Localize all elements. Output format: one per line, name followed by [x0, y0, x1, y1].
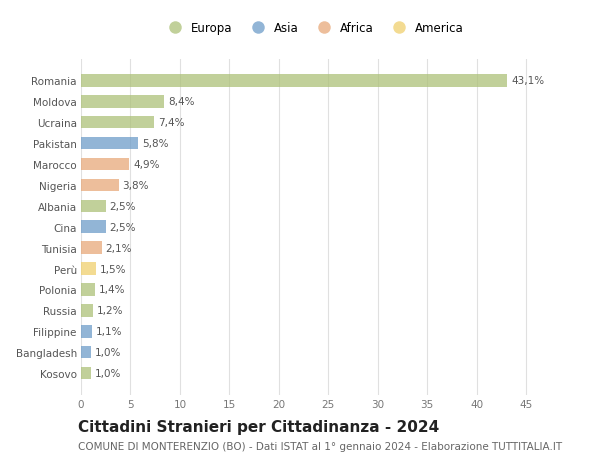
- Bar: [81, 221, 106, 234]
- Text: 2,1%: 2,1%: [106, 243, 132, 253]
- Text: 1,0%: 1,0%: [95, 347, 121, 358]
- Bar: [81, 200, 106, 213]
- Text: 5,8%: 5,8%: [142, 139, 169, 149]
- Bar: [81, 304, 93, 317]
- Bar: [81, 346, 91, 358]
- Bar: [81, 242, 102, 254]
- Text: 1,2%: 1,2%: [97, 306, 124, 316]
- Bar: [81, 263, 96, 275]
- Text: 1,1%: 1,1%: [96, 326, 122, 336]
- Bar: [81, 96, 164, 108]
- Text: 43,1%: 43,1%: [511, 76, 544, 86]
- Text: 1,4%: 1,4%: [99, 285, 125, 295]
- Bar: [81, 75, 508, 87]
- Text: Cittadini Stranieri per Cittadinanza - 2024: Cittadini Stranieri per Cittadinanza - 2…: [78, 419, 439, 434]
- Text: 7,4%: 7,4%: [158, 118, 185, 128]
- Bar: [81, 158, 130, 171]
- Text: 2,5%: 2,5%: [110, 202, 136, 211]
- Text: 2,5%: 2,5%: [110, 222, 136, 232]
- Bar: [81, 117, 154, 129]
- Bar: [81, 325, 92, 338]
- Text: 8,4%: 8,4%: [168, 97, 194, 107]
- Bar: [81, 367, 91, 380]
- Text: 1,0%: 1,0%: [95, 368, 121, 378]
- Bar: [81, 284, 95, 296]
- Bar: [81, 179, 119, 192]
- Text: 1,5%: 1,5%: [100, 264, 126, 274]
- Bar: [81, 138, 139, 150]
- Text: 4,9%: 4,9%: [133, 160, 160, 170]
- Text: 3,8%: 3,8%: [122, 180, 149, 190]
- Text: COMUNE DI MONTERENZIO (BO) - Dati ISTAT al 1° gennaio 2024 - Elaborazione TUTTIT: COMUNE DI MONTERENZIO (BO) - Dati ISTAT …: [78, 441, 562, 451]
- Legend: Europa, Asia, Africa, America: Europa, Asia, Africa, America: [164, 22, 463, 35]
